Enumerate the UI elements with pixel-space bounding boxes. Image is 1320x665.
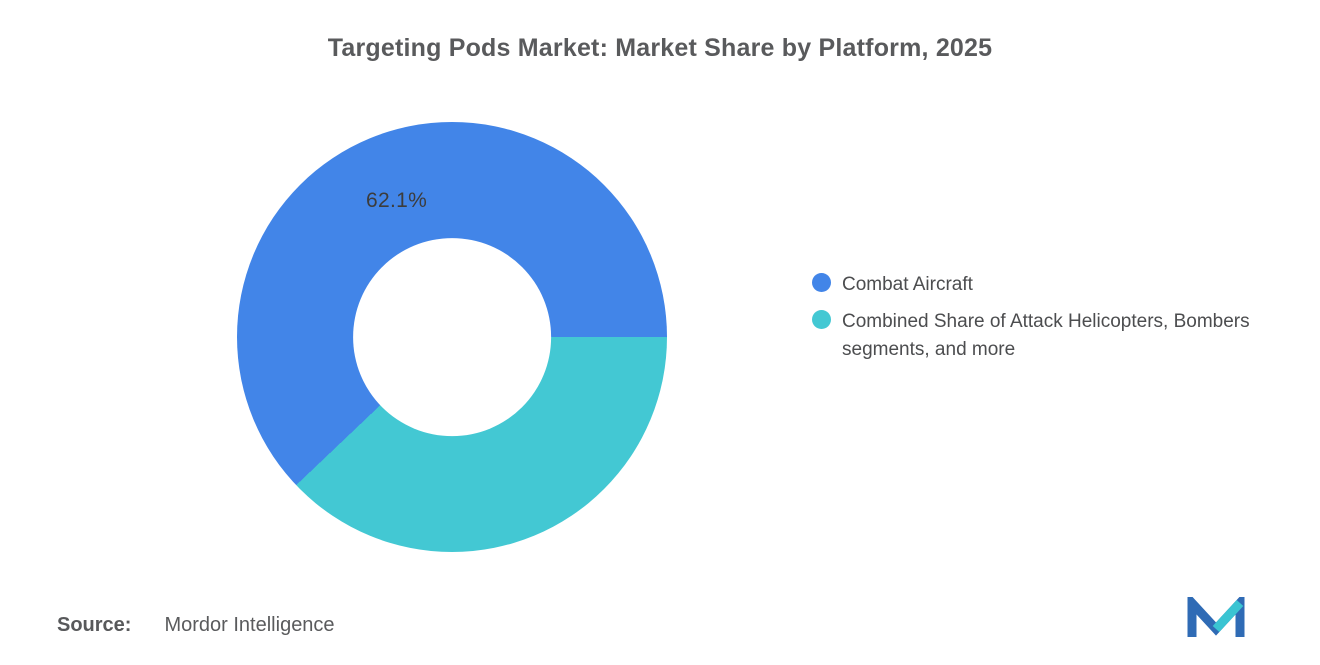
legend-label: Combat Aircraft [842,274,973,295]
legend-label: Combined Share of Attack Helicopters, Bo… [842,311,1250,360]
legend-item-combined-share: Combined Share of Attack Helicopters, Bo… [812,308,1252,364]
legend-swatch [812,310,831,329]
donut-hole [353,238,551,436]
mordor-intelligence-logo [1187,597,1245,637]
chart-legend: Combat Aircraft Combined Share of Attack… [812,271,1252,364]
donut-chart: 62.1% [237,122,667,552]
slice-data-label: 62.1% [366,188,428,212]
legend-item-combat-aircraft: Combat Aircraft [812,271,1252,299]
legend-swatch [812,273,831,292]
source-name: Mordor Intelligence [164,614,335,636]
source-label: Source: [57,614,132,636]
logo-m-teal [1212,599,1244,633]
donut-chart-area: 62.1% [237,122,667,552]
source-attribution: Source: Mordor Intelligence [57,614,335,637]
page-title: Targeting Pods Market: Market Share by P… [327,34,993,62]
